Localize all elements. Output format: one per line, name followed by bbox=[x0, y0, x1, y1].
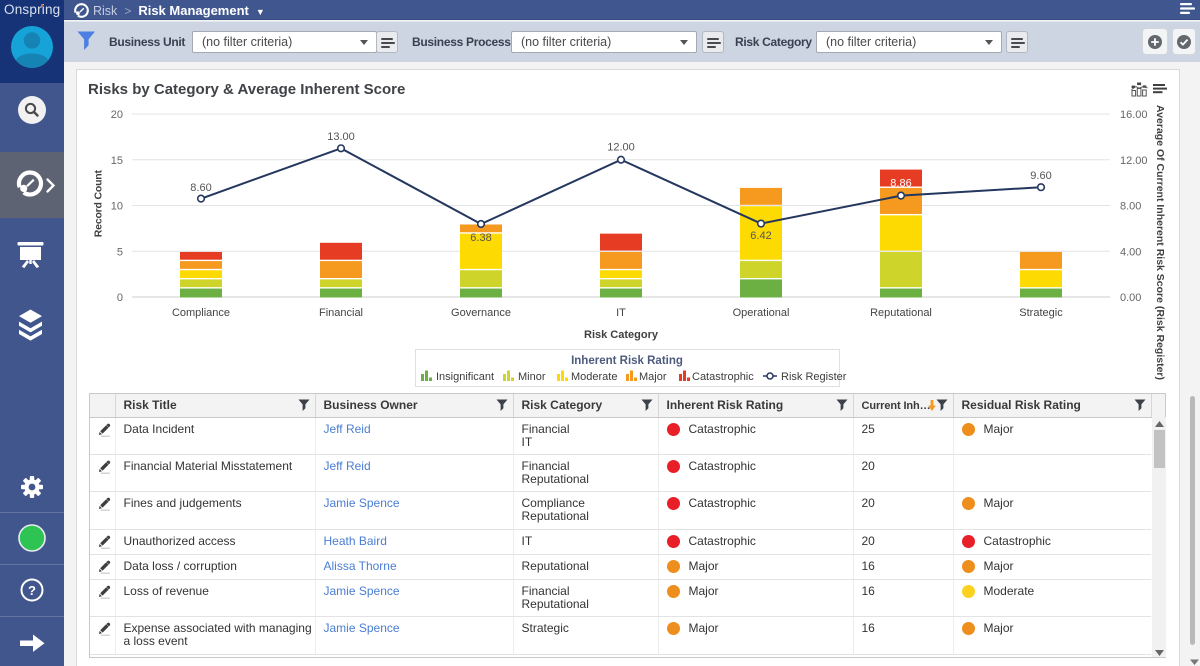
svg-text:IT: IT bbox=[616, 307, 626, 319]
svg-text:Governance: Governance bbox=[451, 307, 511, 319]
svg-text:10: 10 bbox=[111, 201, 123, 213]
svg-text:12.00: 12.00 bbox=[1120, 155, 1148, 167]
svg-text:Strategic: Strategic bbox=[1019, 307, 1063, 319]
svg-text:8.86: 8.86 bbox=[890, 178, 911, 190]
svg-text:Risk Category: Risk Category bbox=[584, 329, 659, 341]
svg-text:5: 5 bbox=[117, 246, 123, 258]
svg-text:Major: Major bbox=[639, 371, 667, 383]
svg-text:8.00: 8.00 bbox=[1120, 201, 1141, 213]
svg-text:6.38: 6.38 bbox=[470, 232, 491, 244]
svg-text:Reputational: Reputational bbox=[870, 307, 932, 319]
svg-text:0: 0 bbox=[117, 292, 123, 304]
svg-text:Catastrophic: Catastrophic bbox=[692, 371, 754, 383]
svg-text:Moderate: Moderate bbox=[571, 371, 617, 383]
svg-text:Compliance: Compliance bbox=[172, 307, 230, 319]
svg-text:Operational: Operational bbox=[733, 307, 790, 319]
svg-text:0.00: 0.00 bbox=[1120, 292, 1141, 304]
svg-text:Average Of Current Inherent Ri: Average Of Current Inherent Risk Score (… bbox=[1154, 105, 1166, 380]
svg-text:?: ? bbox=[28, 583, 36, 598]
svg-text:6.42: 6.42 bbox=[750, 230, 771, 242]
svg-text:Minor: Minor bbox=[518, 371, 546, 383]
svg-text:8.60: 8.60 bbox=[190, 182, 211, 194]
svg-text:16.00: 16.00 bbox=[1120, 109, 1148, 121]
svg-text:9.60: 9.60 bbox=[1030, 170, 1051, 182]
svg-text:20: 20 bbox=[111, 109, 123, 121]
svg-text:12.00: 12.00 bbox=[607, 142, 635, 154]
svg-text:Record Count: Record Count bbox=[93, 169, 105, 237]
svg-text:13.00: 13.00 bbox=[327, 131, 355, 143]
svg-text:Risk Register: Risk Register bbox=[781, 371, 847, 383]
svg-text:4.00: 4.00 bbox=[1120, 246, 1141, 258]
svg-text:15: 15 bbox=[111, 155, 123, 167]
svg-text:Insignificant: Insignificant bbox=[436, 371, 494, 383]
svg-text:Financial: Financial bbox=[319, 307, 363, 319]
svg-text:Inherent Risk Rating: Inherent Risk Rating bbox=[571, 355, 683, 367]
